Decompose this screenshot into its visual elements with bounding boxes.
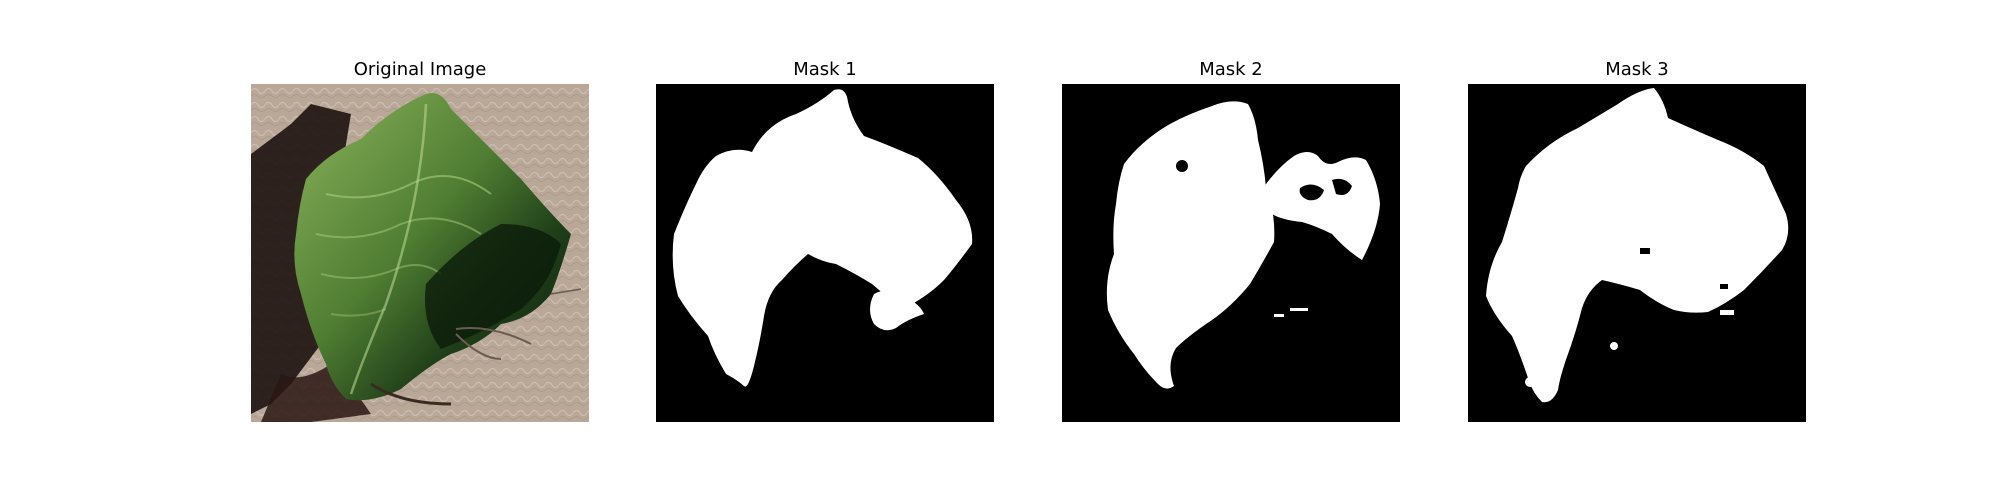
mask-1-graphic	[656, 84, 994, 422]
panel-title-mask-3: Mask 3	[1468, 58, 1806, 82]
panel-title-mask-2: Mask 2	[1062, 58, 1400, 82]
panel-title-mask-1: Mask 1	[656, 58, 994, 82]
mask-3-image	[1468, 84, 1806, 422]
original-image	[251, 84, 589, 422]
mask-2-graphic	[1062, 84, 1400, 422]
panel-title-original: Original Image	[251, 58, 589, 82]
original-image-graphic	[251, 84, 589, 422]
mask-2-image	[1062, 84, 1400, 422]
mask-1-image	[656, 84, 994, 422]
mask-3-graphic	[1468, 84, 1806, 422]
